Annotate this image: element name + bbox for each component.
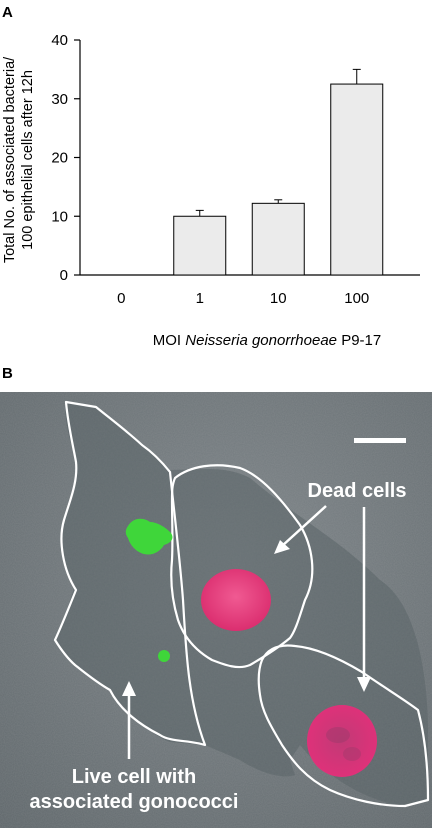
bar-100: [330, 83, 384, 276]
x-tick-label-0: 0: [117, 290, 125, 307]
y-tick-label: 10: [51, 208, 68, 225]
y-tick-label: 30: [51, 91, 68, 108]
y-tick-label: 0: [60, 267, 68, 284]
x-ticks: 0 1 10 100: [117, 290, 369, 307]
annotation-live-cell-line-2: associated gonococci: [30, 791, 239, 813]
bar-1: [173, 215, 227, 276]
panel-b-label: B: [2, 365, 13, 382]
x-tick-label-10: 10: [270, 290, 287, 307]
annotation-live-cell-line-1: Live cell with: [72, 766, 196, 788]
arrow-live-cell-head: [122, 681, 136, 696]
panel-a-label: A: [2, 4, 13, 21]
gonococci-cluster: [125, 518, 173, 555]
bars: [173, 68, 384, 276]
dead-cell-2-outline: [257, 644, 430, 808]
x-tick-label-1: 1: [196, 290, 204, 307]
micrograph: Dead cells Live cell with associated gon…: [0, 392, 432, 828]
y-ticks: 0 10 20 30 40: [51, 32, 80, 284]
y-axis-title-line-2: 100 epithelial cells after 12h: [20, 70, 36, 250]
arrows: [122, 505, 371, 759]
arrow-dead-cell-2-head: [357, 677, 371, 692]
dead-cell-1-outline: [170, 464, 314, 669]
bar-10: [251, 202, 305, 276]
x-tick-label-100: 100: [344, 290, 369, 307]
x-axis-title: MOI Neisseria gonorrhoeae P9-17: [153, 332, 381, 349]
arrow-dead-cell-1: [281, 505, 327, 547]
scale-bar: [354, 438, 406, 443]
arrow-dead-cell-1-head: [274, 540, 290, 554]
nucleus-2-spot: [326, 727, 350, 743]
nucleus-2: [307, 705, 377, 777]
nucleus-1: [201, 569, 271, 631]
y-tick-label: 20: [51, 150, 68, 167]
y-axis-title-line-1: Total No. of associated bacteria/: [2, 56, 18, 263]
y-tick-label: 40: [51, 32, 68, 49]
gonococci-single: [158, 650, 170, 662]
panel-a: A Total No. of associated bacteria/ 100 …: [2, 4, 420, 349]
annotation-dead-cells: Dead cells: [308, 480, 407, 502]
panel-b: B: [0, 365, 432, 828]
nucleus-2-spot: [343, 747, 361, 761]
